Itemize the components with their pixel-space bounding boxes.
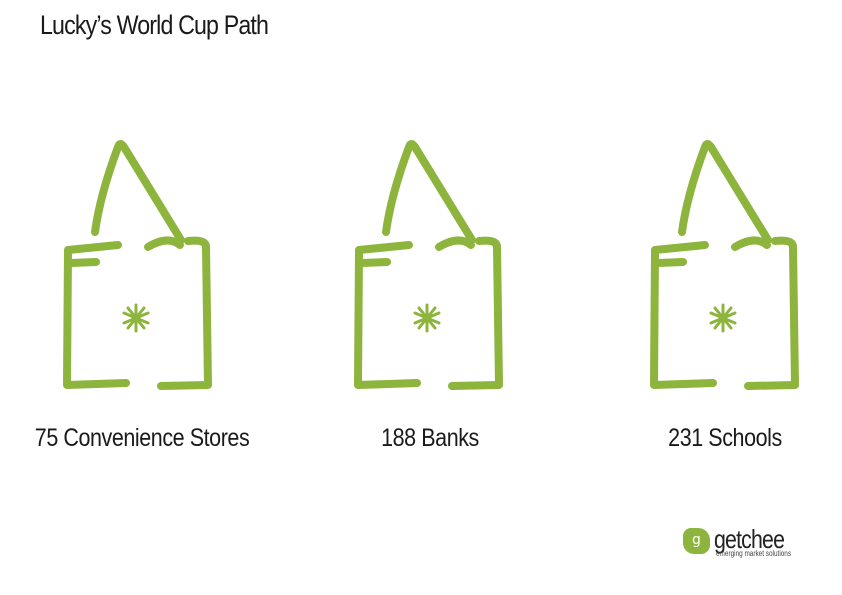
logo-badge: g [683, 528, 710, 554]
item-label: 75 Convenience Stores [34, 424, 250, 452]
bag-icon-graphic [354, 140, 503, 390]
bag-icon-graphic [650, 140, 799, 390]
logo-name: getchee [714, 524, 785, 554]
bag-icon [58, 135, 218, 395]
getchee-logo: g getchee emerging market solutions [683, 524, 813, 562]
bag-icon-graphic [63, 140, 212, 390]
page-title: Lucky’s World Cup Path [40, 10, 269, 40]
bag-icon [645, 135, 805, 395]
bag-icon [349, 135, 509, 395]
logo-tagline: emerging market solutions [716, 549, 792, 558]
item-label: 231 Schools [668, 424, 782, 452]
item-label: 188 Banks [381, 424, 479, 452]
